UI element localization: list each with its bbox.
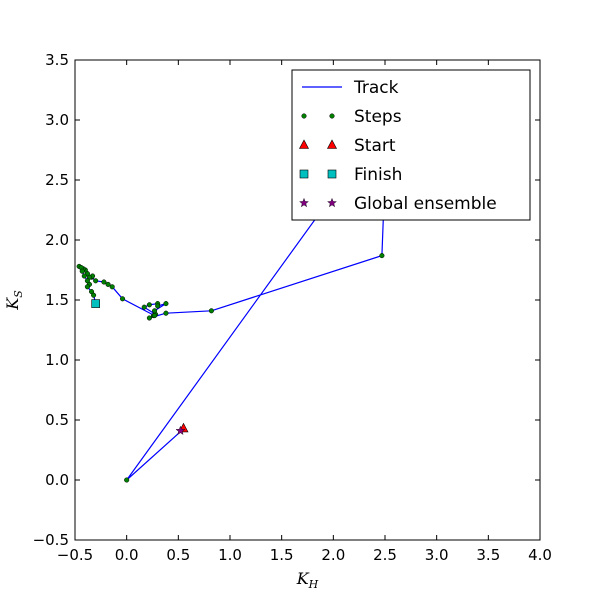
legend-swatch-marker: [327, 197, 337, 208]
series-finish: [91, 299, 100, 308]
x-axis-label-main: K: [296, 569, 310, 588]
legend-swatch-marker: [329, 113, 335, 119]
y-axis: −0.5 0.0 0.5 1.0 1.5 2.0 2.5 3.0 3.5: [33, 51, 540, 549]
step-point: [155, 303, 161, 309]
legend-swatch-marker: [301, 113, 307, 119]
x-tick-label: 0.0: [115, 546, 139, 564]
y-tick-label: 0.5: [45, 411, 69, 429]
finish-point: [91, 299, 100, 308]
x-tick-label: 2.0: [321, 546, 345, 564]
legend-label: Track: [353, 78, 399, 98]
legend: Track Steps Start Finish Global ensemble: [291, 69, 531, 221]
step-point: [93, 278, 99, 284]
x-axis-label-sub: H: [308, 578, 319, 591]
legend-item: Track: [302, 78, 399, 98]
legend-item: Finish: [299, 165, 402, 185]
step-point: [81, 273, 87, 279]
legend-swatch-marker: [299, 169, 309, 179]
step-point: [105, 281, 111, 287]
x-tick-label: 1.0: [218, 546, 242, 564]
step-point: [152, 313, 158, 319]
legend-swatch-marker: [327, 169, 337, 179]
legend-label: Steps: [354, 107, 402, 127]
y-axis-label-main: K: [3, 297, 22, 311]
step-point: [146, 315, 152, 321]
x-tick-label: 4.0: [528, 546, 552, 564]
x-tick-label: 3.5: [476, 546, 500, 564]
legend-label: Start: [354, 136, 396, 156]
step-point: [119, 296, 126, 302]
legend-label: Global ensemble: [354, 194, 497, 214]
global-ensemble-point: [175, 425, 186, 435]
legend-label: Finish: [354, 165, 402, 185]
legend-item: Global ensemble: [299, 194, 497, 214]
legend-swatch-marker: [299, 139, 309, 149]
step-point: [146, 302, 152, 308]
step-point: [91, 292, 97, 298]
step-point: [208, 308, 214, 314]
series-steps: [76, 253, 385, 483]
y-tick-label: 0.0: [45, 471, 69, 489]
x-tick-label: 3.0: [425, 546, 449, 564]
legend-item: Steps: [301, 107, 402, 127]
step-point: [163, 301, 169, 307]
step-point: [379, 253, 385, 259]
step-point: [163, 310, 169, 316]
step-point: [79, 268, 85, 274]
y-tick-label: 2.5: [45, 171, 69, 189]
legend-item: Start: [299, 136, 396, 156]
data-layer: [76, 119, 388, 483]
legend-swatch-marker: [299, 197, 309, 208]
y-axis-label-sub: S: [12, 290, 25, 298]
y-tick-label: −0.5: [33, 531, 69, 549]
legend-swatch-marker: [327, 139, 337, 149]
x-tick-label: −0.5: [57, 546, 93, 564]
y-axis-label: KS: [3, 290, 25, 311]
step-point: [109, 284, 115, 290]
step-point: [152, 308, 158, 314]
x-axis: −0.5 0.0 0.5 1.0 1.5 2.0 2.5 3.0 3.5 4.0: [57, 60, 552, 564]
y-tick-label: 2.0: [45, 231, 69, 249]
step-point: [124, 477, 130, 483]
x-tick-label: 0.5: [166, 546, 190, 564]
y-tick-label: 1.0: [45, 351, 69, 369]
series-global-ensemble: [175, 425, 186, 435]
step-point: [141, 304, 147, 310]
y-tick-label: 3.5: [45, 51, 69, 69]
step-point: [101, 279, 107, 285]
step-point: [84, 284, 90, 290]
x-tick-label: 2.5: [373, 546, 397, 564]
x-axis-label: KH: [296, 569, 319, 591]
y-tick-label: 3.0: [45, 111, 69, 129]
y-tick-label: 1.5: [45, 291, 69, 309]
x-tick-label: 1.5: [270, 546, 294, 564]
